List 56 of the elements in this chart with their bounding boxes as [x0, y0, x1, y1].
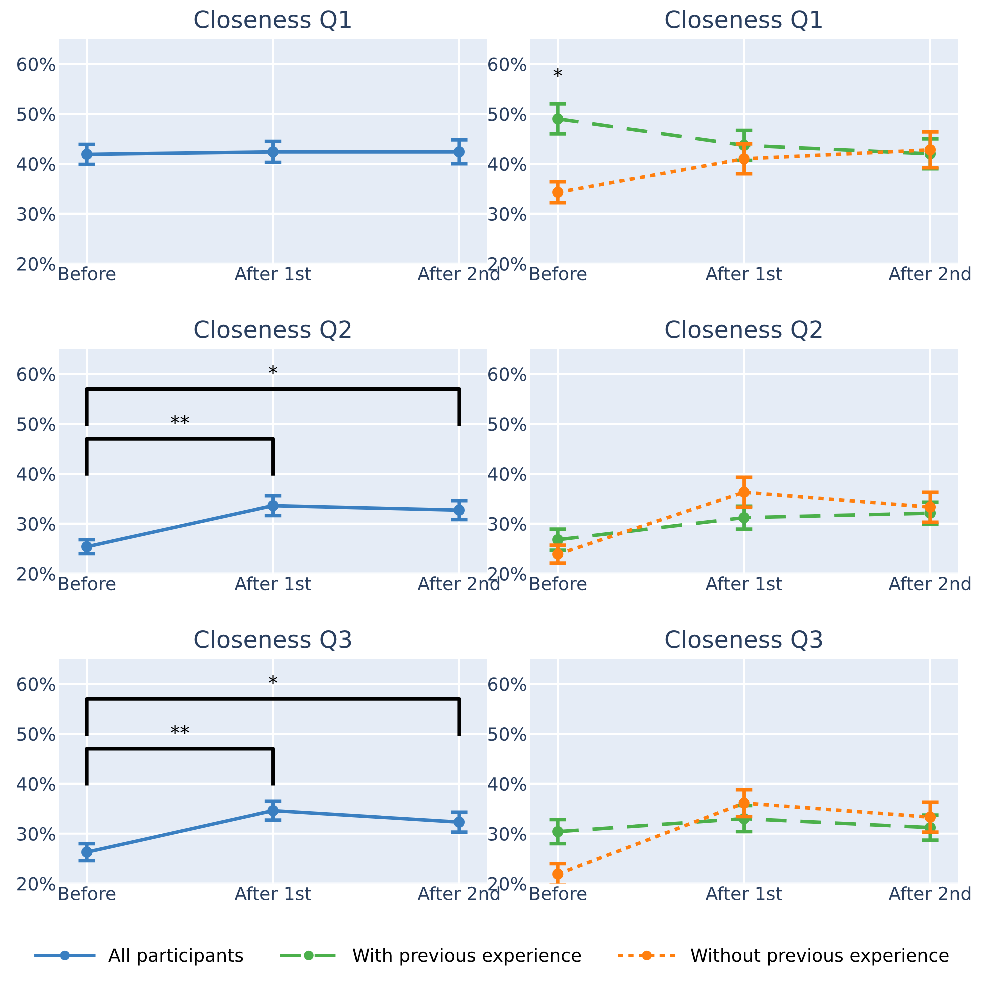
- x-tick-label: After 1st: [234, 266, 312, 281]
- y-tick-label: 20%: [18, 567, 56, 581]
- y-tick-label: 60%: [18, 678, 56, 692]
- y-tick-label: 30%: [18, 827, 56, 842]
- annotation: *: [268, 366, 278, 374]
- x-tick-label: After 1st: [706, 266, 782, 281]
- y-tick-label: 40%: [17, 777, 56, 792]
- x-tick-label: Before: [530, 886, 587, 901]
- chart-title: Closeness Q3: [194, 630, 352, 652]
- x-tick-label: After 2nd: [888, 576, 971, 591]
- annotation: **: [171, 725, 190, 734]
- y-tick-label: 60%: [18, 368, 56, 382]
- legend-label: With previous experience: [352, 948, 582, 966]
- y-tick-label: 60%: [488, 678, 526, 692]
- legend-label: Without previous experience: [691, 948, 949, 966]
- x-tick-label: Before: [59, 576, 116, 591]
- y-tick-label: 60%: [18, 58, 56, 72]
- y-tick-label: 30%: [488, 207, 526, 222]
- x-tick-label: After 2nd: [888, 886, 971, 901]
- chart-title: Closeness Q2: [194, 320, 351, 342]
- y-tick-label: 30%: [488, 827, 526, 842]
- y-tick-label: 30%: [18, 517, 56, 532]
- annotation: *: [554, 68, 562, 78]
- y-tick-label: 40%: [17, 158, 56, 172]
- x-tick-label: Before: [530, 576, 587, 591]
- y-tick-label: 50%: [488, 728, 526, 742]
- x-tick-label: After 1st: [234, 886, 312, 901]
- x-tick-label: After 1st: [706, 886, 782, 901]
- y-tick-label: 60%: [488, 58, 526, 72]
- chart-title: Closeness Q3: [666, 630, 822, 652]
- y-tick-label: 30%: [488, 517, 526, 532]
- chart-title: Closeness Q2: [666, 320, 822, 342]
- y-tick-label: 60%: [488, 368, 526, 382]
- x-tick-label: Before: [59, 266, 116, 281]
- x-tick-label: Before: [530, 266, 587, 281]
- y-tick-label: 50%: [18, 418, 56, 432]
- y-tick-label: 20%: [18, 877, 56, 891]
- x-tick-label: After 2nd: [888, 266, 971, 281]
- y-tick-label: 50%: [488, 418, 526, 432]
- chart-title: Closeness Q1: [194, 10, 351, 32]
- y-tick-label: 50%: [488, 108, 526, 122]
- annotation: *: [268, 676, 278, 684]
- y-tick-label: 40%: [17, 467, 56, 482]
- x-tick-label: Before: [59, 886, 116, 901]
- legend-label: All participants: [108, 948, 244, 966]
- y-tick-label: 50%: [18, 728, 56, 742]
- x-tick-label: After 1st: [234, 576, 312, 591]
- y-tick-label: 30%: [18, 207, 56, 222]
- x-tick-label: After 1st: [706, 576, 782, 591]
- chart-title: Closeness Q1: [666, 10, 822, 32]
- y-tick-label: 50%: [18, 108, 56, 122]
- y-tick-label: 40%: [488, 467, 526, 482]
- y-tick-label: 40%: [488, 777, 526, 792]
- annotation: **: [171, 415, 190, 424]
- y-tick-label: 20%: [18, 257, 56, 272]
- y-tick-label: 40%: [488, 158, 526, 172]
